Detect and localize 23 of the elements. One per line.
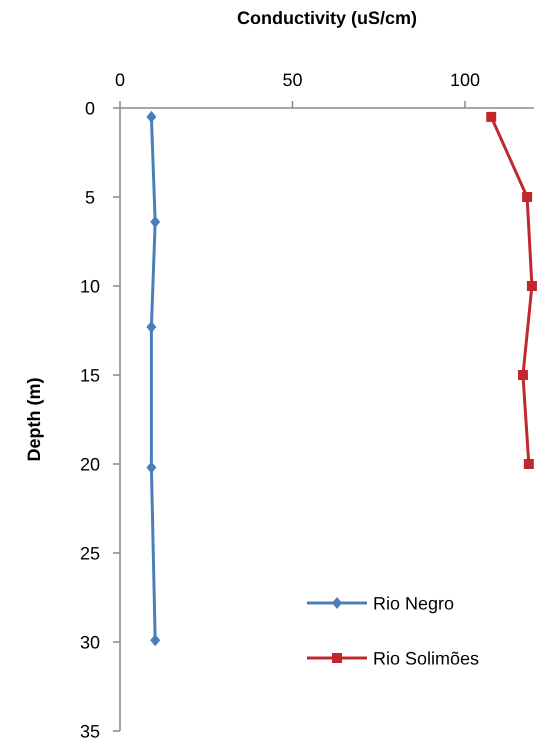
legend-label: Rio Solimões [373, 648, 480, 668]
point [522, 192, 532, 202]
y-tick-label: 30 [80, 632, 100, 652]
y-tick-label: 25 [80, 543, 100, 564]
point [526, 281, 537, 291]
point [146, 320, 156, 333]
y-tick-label: 15 [80, 365, 100, 386]
point [524, 459, 534, 469]
x-tick-label: 0 [114, 70, 126, 90]
y-axis-title: Depth (m) [24, 378, 44, 462]
point [518, 370, 528, 380]
legend-label: Rio Negro [373, 593, 454, 614]
y-tick-label: 5 [84, 187, 96, 208]
y-tick-label: 10 [80, 276, 100, 296]
point [486, 112, 496, 122]
x-axis-title: Conductivity (uS/cm) [236, 8, 418, 28]
point [146, 110, 156, 123]
y-tick-label: 0 [84, 98, 96, 118]
x-tick-label: 50 [282, 70, 303, 90]
x-tick-label: 100 [450, 70, 480, 90]
point [150, 634, 160, 646]
y-tick-label: 20 [80, 454, 100, 474]
y-tick-label: 35 [80, 721, 100, 742]
